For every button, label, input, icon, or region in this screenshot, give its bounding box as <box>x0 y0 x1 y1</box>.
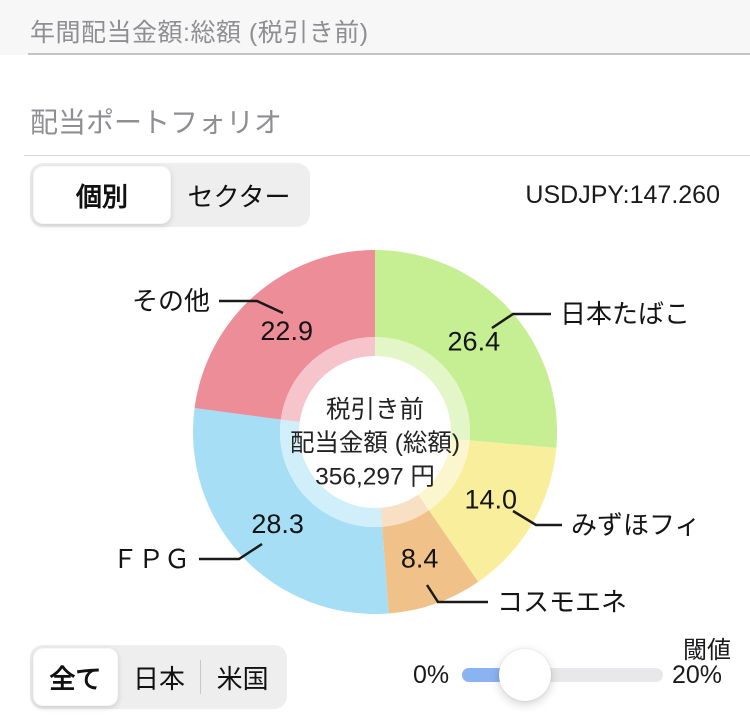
segment-leader-line <box>512 509 562 527</box>
segment-name-label: みずほフィ <box>571 510 700 540</box>
segment-value-label: 26.4 <box>448 327 501 357</box>
donut-segment-inner-1 <box>418 438 470 511</box>
page-title: 年間配当金額:総額 (税引き前) <box>30 19 369 47</box>
segment-leader-line <box>219 299 284 315</box>
donut-segment-3 <box>192 408 389 614</box>
header-divider <box>28 53 750 55</box>
segment-value-label: 14.0 <box>464 484 517 514</box>
donut-center-text-line-1: 配当金額 (総額) <box>290 429 460 457</box>
tab-all[interactable]: 全て <box>33 648 118 706</box>
segment-value-label: 28.3 <box>251 509 304 539</box>
section-title: 配当ポートフォリオ <box>30 107 283 138</box>
segment-name-label: その他 <box>132 286 210 316</box>
segment-name-label: コスモエネ <box>497 587 627 617</box>
donut-center-text-line-2: 356,297 円 <box>315 464 435 491</box>
donut-segment-inner-2 <box>380 494 429 527</box>
page-header: 年間配当金額:総額 (税引き前) <box>0 0 750 55</box>
segment-value-label: 22.9 <box>260 316 313 346</box>
view-mode-segmented-control: 個別 セクター <box>30 163 310 227</box>
threshold-label: 閾値 <box>683 637 731 664</box>
region-segmented-control: 全て 日本 米国 <box>30 645 287 709</box>
slider-min-label: 0% <box>413 661 450 689</box>
dividend-donut-chart: 26.4 日本たばこ 14.0 みずほフィ 8.4 コスモエネ 28.3 ＦＰＧ 22.9 その他… <box>112 250 700 617</box>
threshold-slider-thumb[interactable] <box>499 649 551 701</box>
donut-segment-inner-0 <box>375 337 470 441</box>
donut-center-text-line-0: 税引き前 <box>326 396 424 424</box>
donut-segment-2 <box>382 510 479 614</box>
tab-us[interactable]: 米国 <box>216 663 269 694</box>
segment-leader-line <box>425 584 488 604</box>
segment-leader-line <box>199 542 263 561</box>
tab-individual[interactable]: 個別 <box>33 166 171 224</box>
donut-segment-4 <box>194 250 375 420</box>
slider-max-label: 20% <box>672 661 723 689</box>
donut-segment-inner-3 <box>280 419 383 527</box>
donut-segment-1 <box>428 440 557 582</box>
section-divider <box>24 155 750 156</box>
segment-value-label: 8.4 <box>401 543 439 573</box>
segment-name-label: ＦＰＧ <box>112 544 190 574</box>
threshold-slider-track[interactable] <box>462 668 663 682</box>
tab-japan[interactable]: 日本 <box>133 663 186 694</box>
donut-segment-inner-4 <box>280 337 375 423</box>
segment-name-label: 日本たばこ <box>560 299 690 329</box>
segment-divider <box>200 660 202 694</box>
segment-leader-line <box>491 312 551 330</box>
donut-segment-0 <box>375 250 558 448</box>
usdjpy-rate: USDJPY:147.260 <box>525 181 720 209</box>
tab-sector[interactable]: セクター <box>187 181 291 212</box>
